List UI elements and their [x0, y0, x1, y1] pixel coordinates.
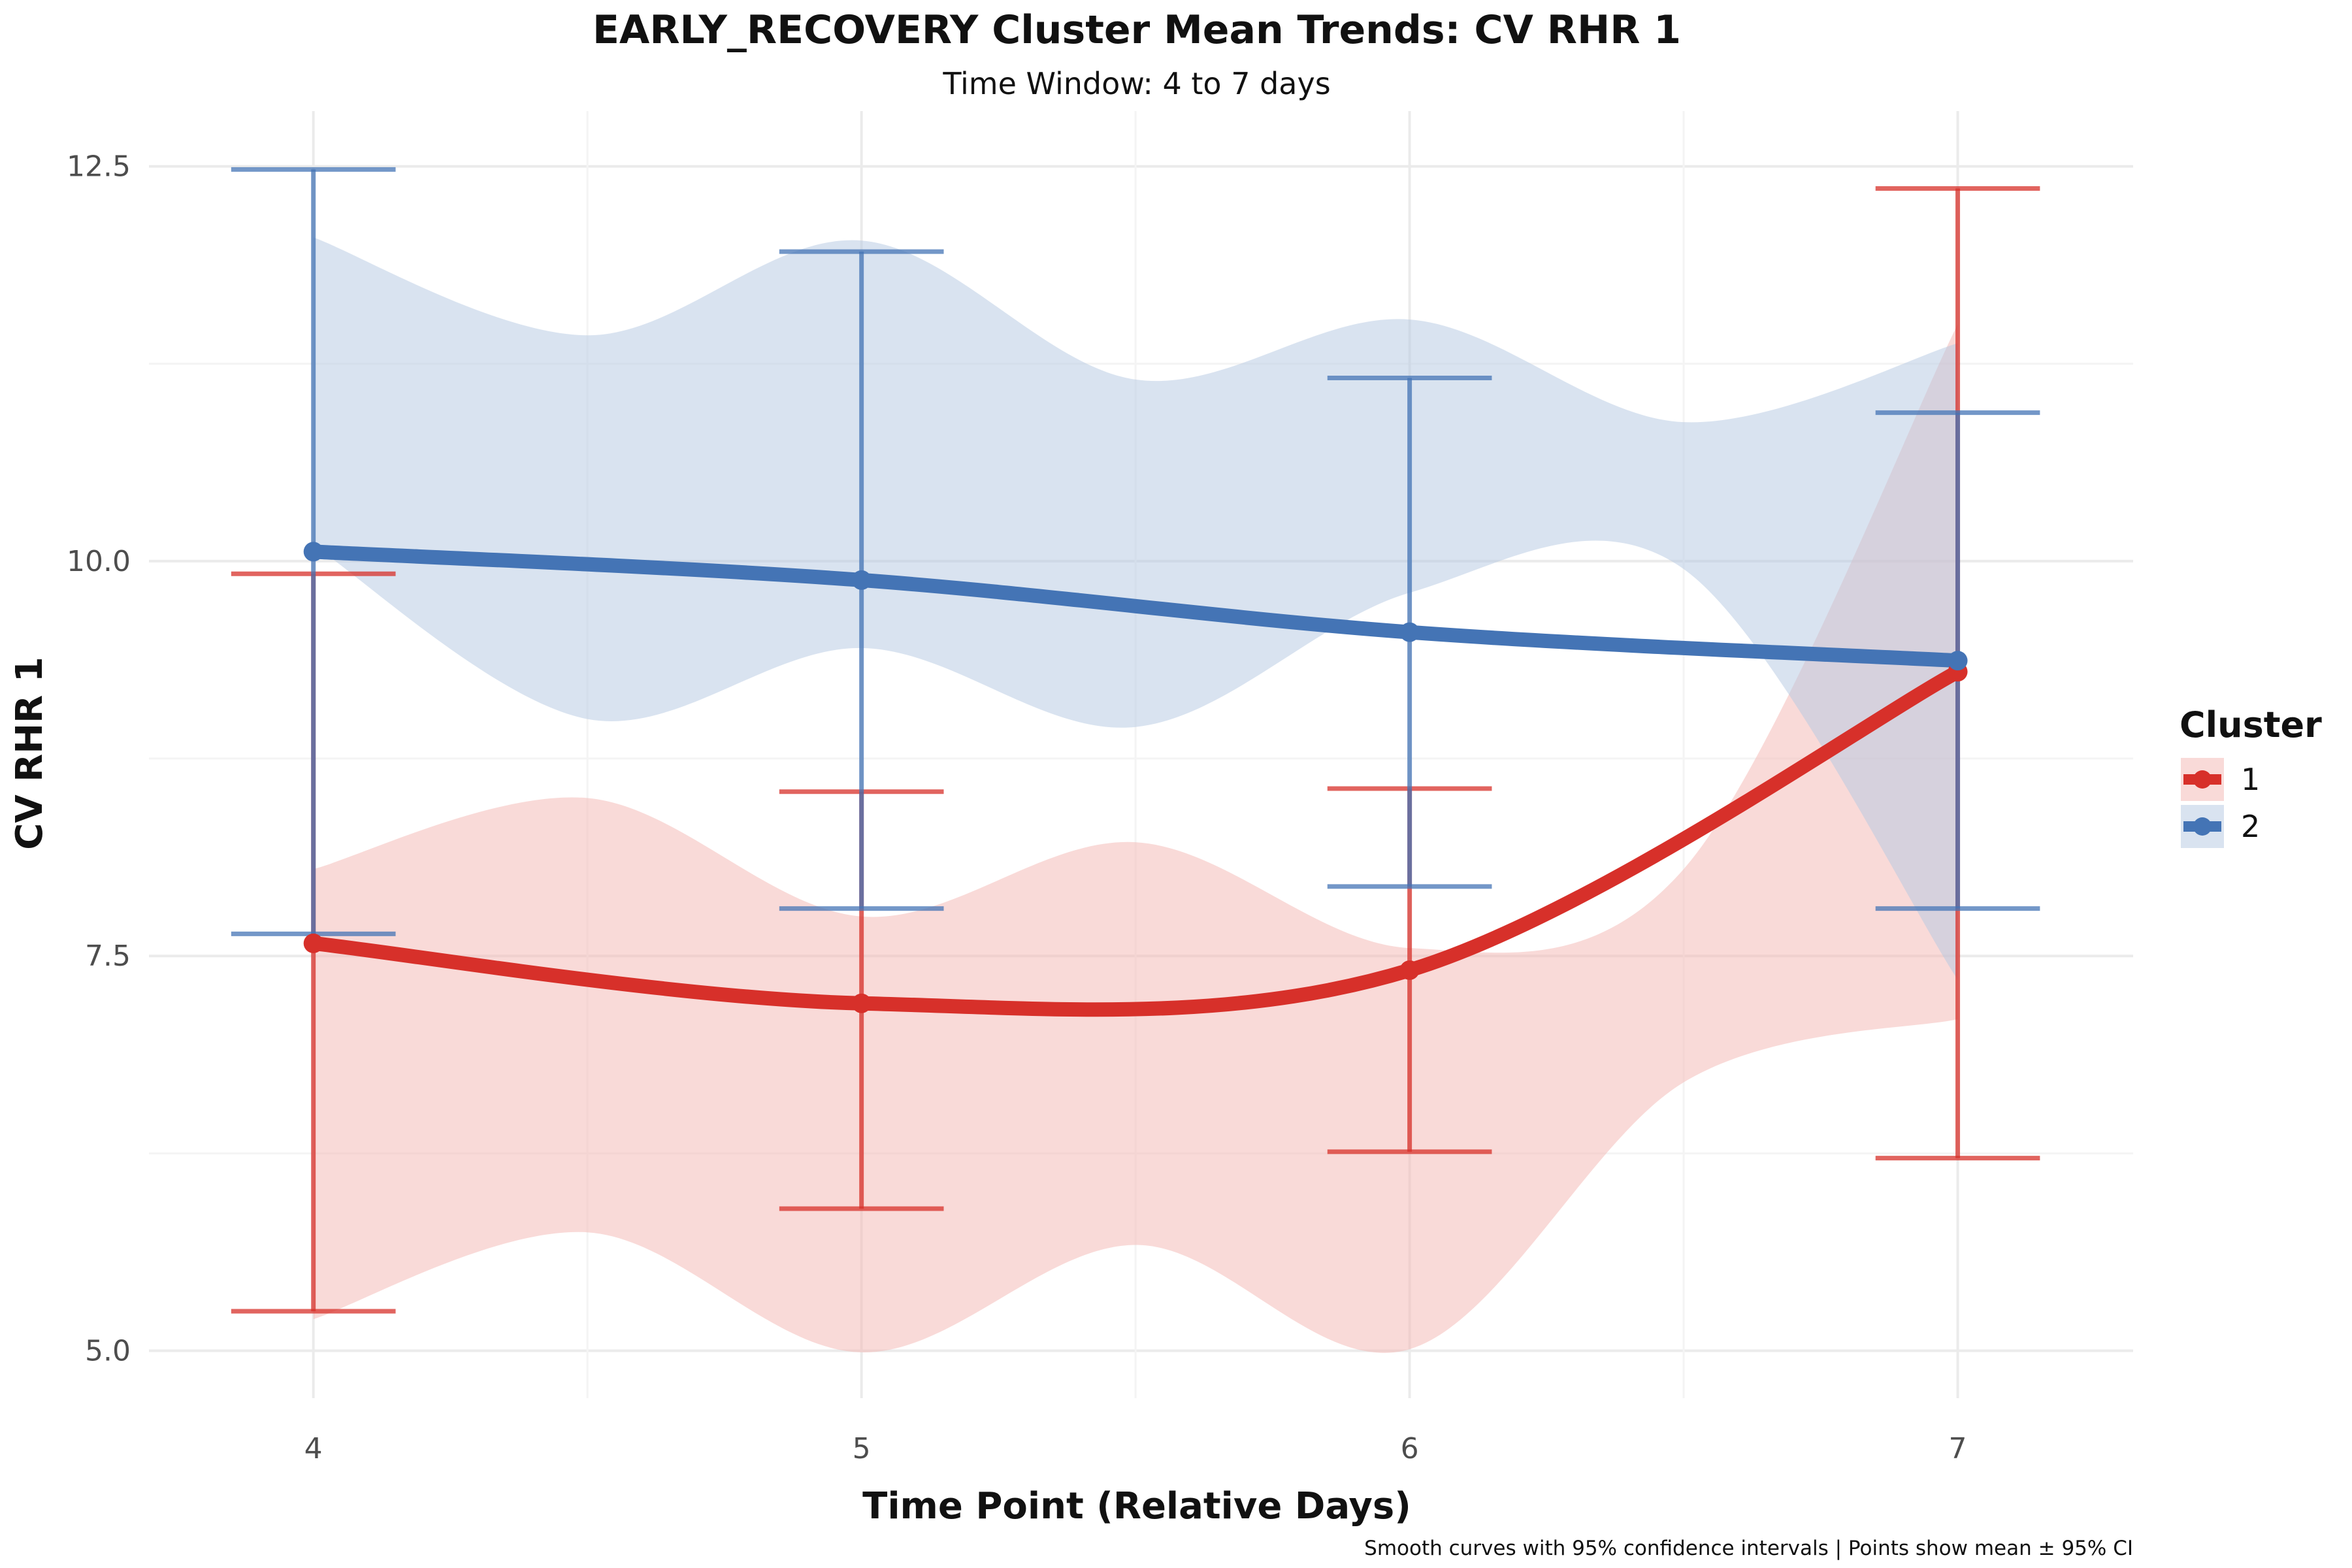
legend-items: 12 [2181, 758, 2260, 848]
legend: Cluster 12 [2180, 704, 2322, 848]
legend-item-cluster-2: 2 [2181, 805, 2260, 848]
mean-point-cluster-1 [303, 933, 323, 953]
mean-point-cluster-2 [1948, 651, 1968, 671]
mean-line-cluster-2 [306, 544, 1965, 668]
legend-item-cluster-1: 1 [2181, 758, 2260, 801]
legend-label: 1 [2241, 762, 2260, 797]
x-tick-label: 7 [1949, 1432, 1967, 1465]
mean-point-cluster-2 [851, 570, 872, 590]
mean-line-cluster-1 [306, 664, 1965, 1017]
mean-point-cluster-1 [1399, 960, 1420, 980]
x-tick-label: 6 [1401, 1432, 1419, 1465]
confidence-band-cluster-1 [313, 324, 1958, 1353]
legend-label: 2 [2241, 809, 2260, 844]
y-tick-label: 5.0 [85, 1334, 131, 1367]
y-tick-label: 10.0 [67, 545, 131, 578]
x-tick-label: 4 [304, 1432, 323, 1465]
error-bars [231, 167, 2040, 1314]
y-axis-title: CV RHR 1 [8, 657, 51, 850]
y-tick-label: 7.5 [85, 939, 131, 973]
chart-subtitle: Time Window: 4 to 7 days [942, 66, 1330, 101]
mean-point-cluster-2 [303, 542, 323, 562]
mean-points [303, 542, 1968, 1013]
mean-lines [306, 544, 1965, 1017]
mean-point-cluster-2 [1399, 622, 1420, 642]
x-tick-label: 5 [853, 1432, 871, 1465]
legend-key-point [2193, 770, 2212, 789]
y-axis-ticks: 5.0 7.5 10.0 12.5 [67, 150, 131, 1368]
chart-caption: Smooth curves with 95% confidence interv… [1364, 1537, 2133, 1560]
x-axis-title: Time Point (Relative Days) [862, 1485, 1411, 1527]
mean-point-cluster-1 [851, 993, 872, 1013]
legend-title: Cluster [2180, 704, 2322, 745]
chart-title: EARLY_RECOVERY Cluster Mean Trends: CV R… [593, 7, 1681, 53]
y-tick-label: 12.5 [67, 150, 131, 184]
legend-key-point [2193, 817, 2212, 836]
x-axis-ticks: 4 5 6 7 [304, 1432, 1967, 1465]
